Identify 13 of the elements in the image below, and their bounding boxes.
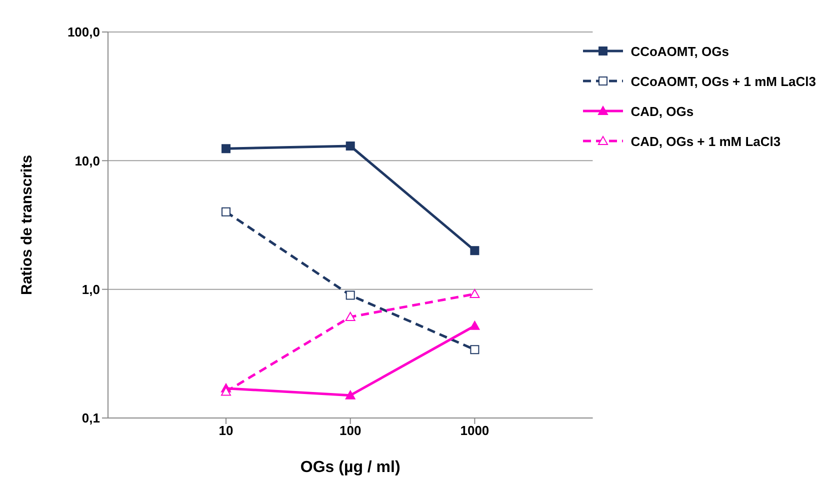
y-axis-title: Ratios de transcrits [18, 154, 36, 296]
x-axis-title: OGs (µg / ml) [300, 459, 400, 476]
y-tick-label: 10,0 [74, 153, 100, 168]
legend-label: CCoAOMT, OGs + 1 mM LaCl3 [630, 74, 816, 88]
y-tick-label: 1,0 [82, 282, 100, 297]
x-tick-label: 100 [340, 423, 362, 438]
legend-label: CCoAOMT, OGs [630, 44, 729, 58]
x-tick-label: 10 [218, 423, 234, 438]
x-tick-label: 1000 [460, 423, 490, 438]
y-tick-label: 0,1 [82, 410, 100, 426]
legend-label: CAD, OGs [630, 104, 694, 118]
y-tick-label: 100,0 [67, 24, 100, 40]
legend-label: CAD, OGs + 1 mM LaCl3 [630, 134, 781, 148]
